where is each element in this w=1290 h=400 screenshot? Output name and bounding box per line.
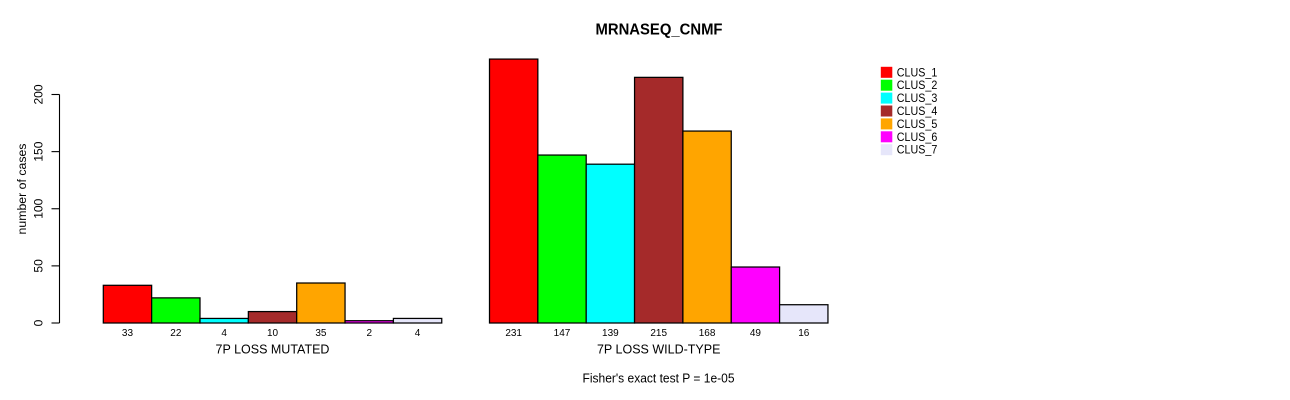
svg-text:100: 100 — [32, 198, 46, 218]
svg-text:4: 4 — [221, 328, 227, 339]
svg-text:22: 22 — [170, 328, 182, 339]
svg-text:CLUS_7: CLUS_7 — [897, 145, 938, 157]
svg-text:49: 49 — [750, 328, 762, 339]
svg-text:CLUS_3: CLUS_3 — [897, 93, 938, 105]
svg-text:139: 139 — [602, 328, 619, 339]
svg-text:CLUS_1: CLUS_1 — [897, 67, 938, 79]
svg-text:CLUS_4: CLUS_4 — [897, 106, 938, 118]
svg-text:7P LOSS MUTATED: 7P LOSS MUTATED — [216, 343, 330, 357]
svg-text:number of cases: number of cases — [15, 144, 29, 235]
svg-text:200: 200 — [32, 84, 46, 104]
svg-text:215: 215 — [650, 328, 667, 339]
svg-text:MRNASEQ_CNMF: MRNASEQ_CNMF — [596, 22, 723, 39]
svg-text:CLUS_2: CLUS_2 — [897, 80, 938, 92]
svg-text:33: 33 — [122, 328, 134, 339]
svg-text:CLUS_6: CLUS_6 — [897, 132, 938, 144]
svg-text:50: 50 — [32, 259, 46, 273]
svg-text:168: 168 — [699, 328, 716, 339]
svg-text:150: 150 — [32, 141, 46, 161]
svg-text:16: 16 — [798, 328, 810, 339]
svg-text:10: 10 — [267, 328, 279, 339]
svg-text:7P LOSS WILD-TYPE: 7P LOSS WILD-TYPE — [597, 343, 720, 357]
svg-text:0: 0 — [32, 319, 46, 326]
svg-text:2: 2 — [366, 328, 372, 339]
svg-text:4: 4 — [415, 328, 421, 339]
svg-text:CLUS_5: CLUS_5 — [897, 119, 938, 131]
svg-text:147: 147 — [554, 328, 571, 339]
svg-text:Fisher's exact test P = 1e-05: Fisher's exact test P = 1e-05 — [583, 372, 735, 386]
svg-text:231: 231 — [505, 328, 522, 339]
svg-text:35: 35 — [315, 328, 327, 339]
